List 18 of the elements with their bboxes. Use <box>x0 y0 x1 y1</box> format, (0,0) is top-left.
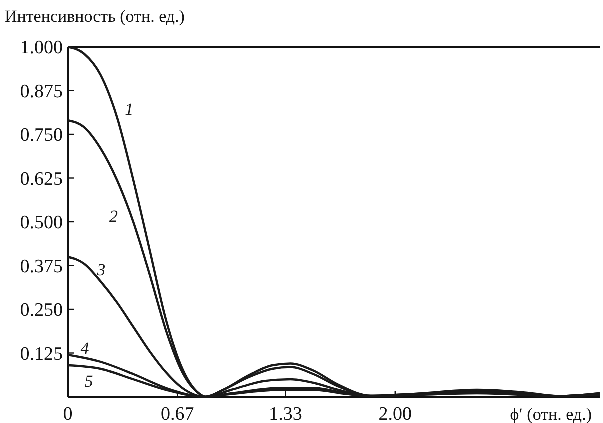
series-label: 2 <box>109 207 118 226</box>
y-tick-label: 0.500 <box>20 212 63 234</box>
series-label: 5 <box>84 372 94 391</box>
x-tick-label: 2.00 <box>378 404 412 423</box>
series-label: 3 <box>96 260 106 280</box>
y-tick-label: 0.750 <box>20 125 63 146</box>
x-tick-label: 0.67 <box>161 404 194 423</box>
y-tick-label: 0.125 <box>20 344 63 365</box>
x-tick-label: 1.33 <box>269 404 302 423</box>
y-tick-label: 0.625 <box>20 168 63 190</box>
series-label: 1 <box>125 100 134 119</box>
series-label: 4 <box>80 339 90 358</box>
y-tick-label: 0.375 <box>20 256 63 278</box>
y-tick-label: 1.000 <box>20 38 63 59</box>
x-tick-label: 0 <box>63 404 73 423</box>
y-axis-title: Интенсивность (отн. ед.) <box>5 7 185 26</box>
y-tick-label: 0.250 <box>20 300 63 322</box>
y-tick-label: 0.875 <box>20 81 63 102</box>
